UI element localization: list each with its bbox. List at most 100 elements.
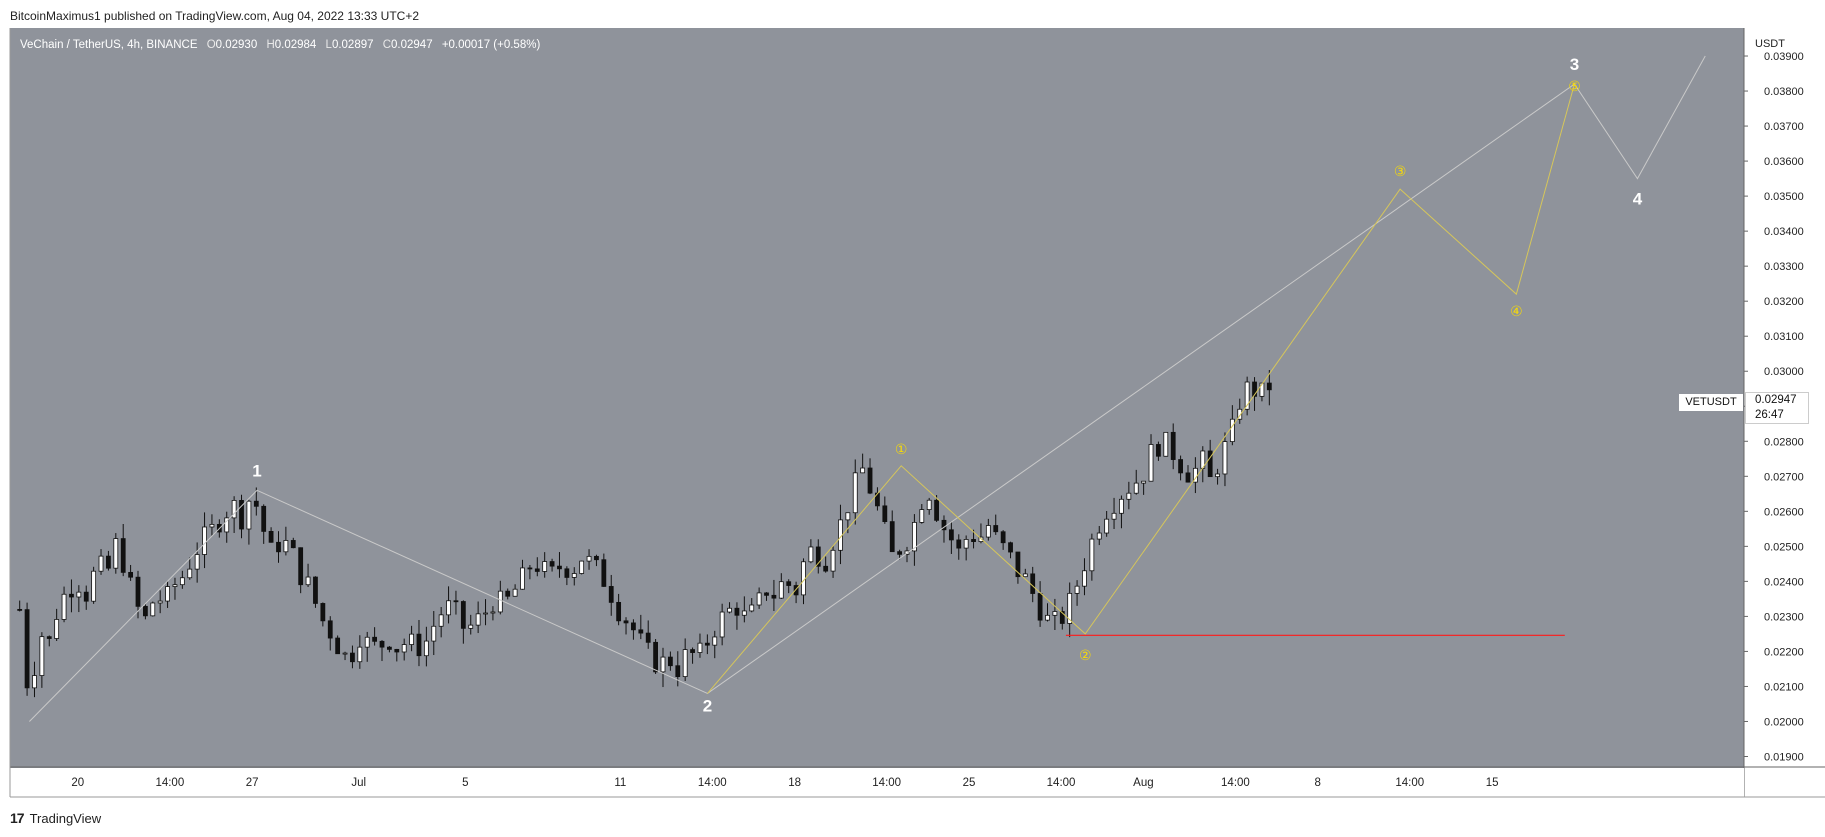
candle-down <box>387 646 392 650</box>
candle-up <box>39 636 45 676</box>
candle-down <box>645 632 651 643</box>
candle-down <box>1037 593 1043 621</box>
legend-open: 0.02930 <box>215 39 258 51</box>
x-tick-label: 5 <box>462 777 468 789</box>
x-tick-label: 14:00 <box>1395 777 1424 789</box>
candle-down <box>675 665 681 678</box>
candle-up <box>1022 573 1028 578</box>
wave-label-2: 2 <box>703 696 712 715</box>
candle-down <box>608 586 614 603</box>
legend-close: 0.02947 <box>391 39 433 51</box>
x-tick-label: Aug <box>1133 777 1153 789</box>
y-tick-label: 0.02800 <box>1764 436 1804 448</box>
candle-up <box>1089 538 1095 572</box>
candle-up <box>364 636 370 648</box>
candle-up <box>926 499 932 510</box>
candle-up <box>808 546 814 563</box>
time-axis-bg <box>10 768 1744 797</box>
last-price-tag: 0.02947 26:47 <box>1745 392 1809 424</box>
legend-close-key: C <box>382 39 392 51</box>
main-wave-line <box>29 55 1706 722</box>
candle-down <box>372 636 378 642</box>
candle-down <box>1015 551 1021 578</box>
candle-down <box>534 568 540 572</box>
tradingview-footer[interactable]: 17 TradingView <box>10 810 101 826</box>
y-tick-label: 0.02700 <box>1764 471 1804 483</box>
subwave-label-5: ⑤ <box>1568 79 1581 95</box>
candle-up <box>697 642 703 653</box>
bar-countdown: 26:47 <box>1755 409 1784 421</box>
candle-down <box>594 555 599 561</box>
candle-down <box>734 607 740 616</box>
legend-open-key: O <box>206 39 216 51</box>
y-tick-label: 0.02300 <box>1764 611 1804 623</box>
candle-up <box>431 625 437 642</box>
legend-low-key: L <box>325 39 332 51</box>
candle-up <box>202 526 207 555</box>
candle-down <box>631 622 636 631</box>
candle-up <box>852 472 858 514</box>
y-tick-label: 0.03100 <box>1764 331 1804 343</box>
x-tick-label: 14:00 <box>698 777 727 789</box>
legend-high-key: H <box>266 39 275 51</box>
candle-up <box>586 555 592 562</box>
candle-down <box>623 620 629 624</box>
time-axis[interactable]: 20 14:00 27 Jul 5 11 14:00 18 14:00 25 14:00 Aug 14:… <box>71 777 1498 789</box>
candle-up <box>157 600 163 604</box>
candle-up <box>1133 482 1139 494</box>
candle-up <box>194 554 200 570</box>
y-tick-label: 0.03300 <box>1764 261 1804 273</box>
candle-up <box>446 600 451 616</box>
candle-down <box>1000 531 1006 544</box>
candle-up <box>113 538 119 569</box>
candle-up <box>727 607 732 613</box>
candle-down <box>1008 542 1013 553</box>
y-tick-label: 0.03000 <box>1764 366 1804 378</box>
candle-up <box>342 652 348 655</box>
candle-up <box>1259 382 1265 397</box>
candle-down <box>956 539 962 549</box>
y-tick-label: 0.03900 <box>1764 51 1804 63</box>
candle-down <box>1252 381 1257 397</box>
candle-up <box>423 640 429 657</box>
candle-down <box>638 629 644 634</box>
candle-up <box>860 467 866 474</box>
y-tick-label: 0.03600 <box>1764 156 1804 168</box>
y-tick-label: 0.01900 <box>1764 751 1804 763</box>
candle-up <box>830 549 836 572</box>
candle-up <box>1104 518 1110 534</box>
candle-down <box>1178 459 1183 474</box>
candle-up <box>497 590 503 613</box>
candle-down <box>106 555 111 569</box>
last-price-value: 0.02947 <box>1755 394 1797 406</box>
candle-up <box>1163 431 1169 457</box>
candle-down <box>350 652 355 663</box>
candle-up <box>520 567 525 590</box>
y-tick-label: 0.03800 <box>1764 86 1804 98</box>
candle-up <box>187 568 193 579</box>
candle-down <box>17 608 23 611</box>
candle-down <box>261 505 267 532</box>
candle-up <box>719 611 725 638</box>
wave-labels-group: 1 2 3 4 ① ② ③ ④ ⑤ <box>252 55 1642 715</box>
legend-change: +0.00017 (+0.58%) <box>441 39 541 51</box>
candle-up <box>579 560 585 574</box>
candle-down <box>1170 431 1176 460</box>
tradingview-logo-icon: 17 <box>10 810 25 826</box>
legend-symbol[interactable]: VeChain / TetherUS, 4h, BINANCE <box>20 39 198 51</box>
y-tick-label: 0.02600 <box>1764 506 1804 518</box>
candle-up <box>1222 441 1228 475</box>
candle-up <box>283 540 289 553</box>
x-tick-label: 8 <box>1315 777 1321 789</box>
x-tick-label: 14:00 <box>155 777 184 789</box>
candle-down <box>771 594 777 599</box>
x-tick-label: 14:00 <box>1047 777 1076 789</box>
candle-down <box>667 656 673 667</box>
candle-up <box>845 512 851 521</box>
candle-up <box>98 555 104 572</box>
candle-down <box>793 585 799 596</box>
candle-down <box>135 576 141 607</box>
tradingview-brand: TradingView <box>29 810 102 826</box>
candle-up <box>571 573 577 578</box>
